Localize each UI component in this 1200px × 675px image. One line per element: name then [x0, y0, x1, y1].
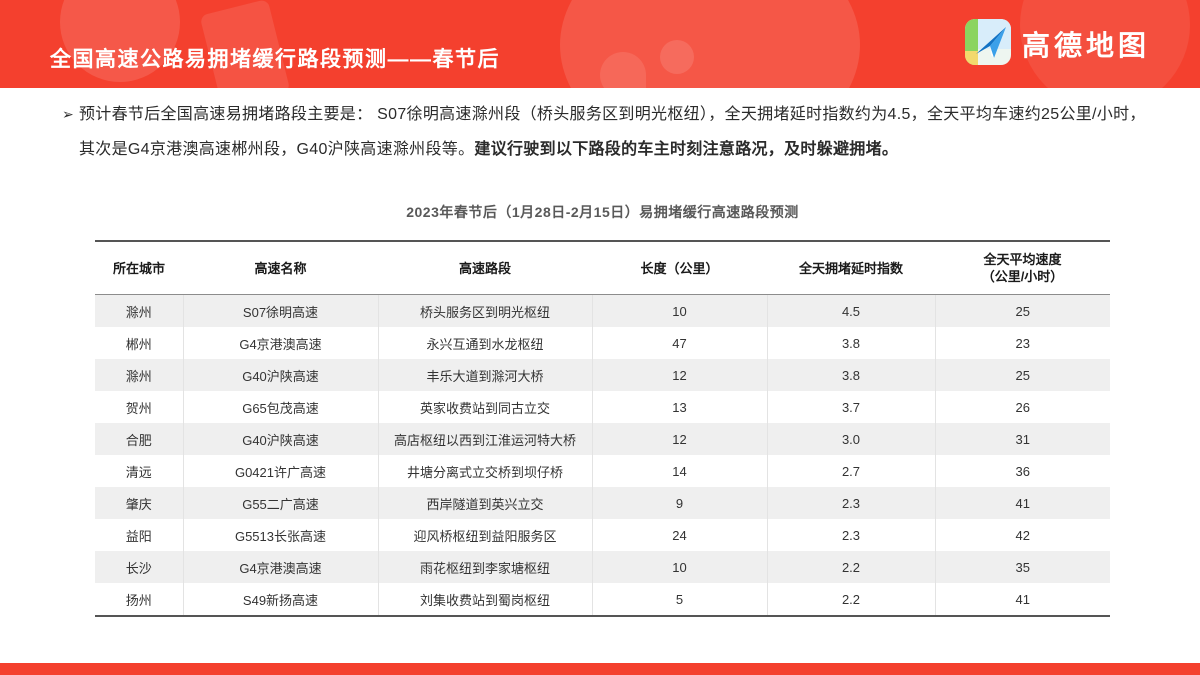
cell-road: S07徐明高速 [182, 294, 378, 327]
cell-road: G4京港澳高速 [182, 551, 378, 583]
cell-length: 5 [591, 583, 767, 616]
column-header-3: 长度（公里） [592, 241, 767, 295]
cell-length: 9 [591, 487, 767, 519]
cell-avg_speed: 42 [934, 519, 1110, 551]
cell-length: 10 [591, 294, 767, 327]
cell-delay_index: 2.3 [766, 519, 935, 551]
cell-city: 郴州 [125, 336, 152, 352]
cell-segment: 雨花枢纽到李家塘枢纽 [377, 551, 592, 583]
header-banner: 全国高速公路易拥堵缓行路段预测——春节后 [0, 0, 1200, 88]
table-row: 清远 G0421许广高速 井塘分离式立交桥到坝仔桥 14 2.7 36 [95, 455, 1110, 487]
cell-road: G40沪陕高速 [182, 359, 378, 391]
cell-length: 47 [591, 327, 767, 359]
cell-city: 长沙 [125, 560, 152, 576]
cell-avg_speed: 25 [934, 359, 1110, 391]
summary-section: ➢ 预计春节后全国高速易拥堵路段主要是： S07徐明高速滁州段（桥头服务区到明光枢… [62, 97, 1147, 167]
column-header-5: 全天平均速度 （公里/小时） [935, 241, 1110, 295]
banner-decoration [1020, 0, 1190, 88]
paper-plane-map-icon [964, 18, 1011, 70]
table-row: 贺州 G65包茂高速 英家收费站到同古立交 13 3.7 26 [95, 391, 1110, 423]
cell-delay_index: 3.7 [766, 391, 935, 423]
cell-length: 13 [591, 391, 767, 423]
cell-delay_index: 3.8 [766, 327, 935, 359]
table-row: 扬州 S49新扬高速 刘集收费站到蜀岗枢纽 5 2.2 41 [95, 583, 1110, 616]
amap-logo-text: 高德地图 [1021, 30, 1150, 61]
cell-city: 清远 [125, 464, 152, 480]
table-row: 滁州 S07徐明高速 桥头服务区到明光枢纽 10 4.5 25 [95, 294, 1110, 327]
page-title: 全国高速公路易拥堵缓行路段预测——春节后 [50, 48, 500, 72]
cell-road: G4京港澳高速 [182, 327, 378, 359]
cell-city: 贺州 [125, 400, 152, 416]
cell-road: G40沪陕高速 [182, 423, 378, 455]
cell-avg_speed: 31 [934, 423, 1110, 455]
table-title: 2023年春节后（1月28日-2月15日）易拥堵缓行高速路段预测 [406, 204, 799, 220]
table-row: 滁州 G40沪陕高速 丰乐大道到滁河大桥 12 3.8 25 [95, 359, 1110, 391]
cell-avg_speed: 26 [934, 391, 1110, 423]
cell-segment: 高店枢纽以西到江淮运河特大桥 [377, 423, 592, 455]
cell-avg_speed: 25 [934, 294, 1110, 327]
column-header-4: 全天拥堵延时指数 [767, 241, 935, 295]
summary-text-emphasis: 建议行驶到以下路段的车主时刻注意路况，及时躲避拥堵。 [474, 141, 899, 158]
table-body: 滁州 S07徐明高速 桥头服务区到明光枢纽 10 4.5 25 郴州 G4京港澳高速 永兴互通到… [95, 294, 1110, 616]
cell-avg_speed: 23 [934, 327, 1110, 359]
cell-segment: 丰乐大道到滁河大桥 [377, 359, 592, 391]
cell-avg_speed: 35 [934, 551, 1110, 583]
cell-delay_index: 2.2 [766, 583, 935, 616]
cell-delay_index: 3.8 [766, 359, 935, 391]
cell-segment: 桥头服务区到明光枢纽 [377, 294, 592, 327]
cell-delay_index: 2.7 [766, 455, 935, 487]
cell-delay_index: 2.3 [766, 487, 935, 519]
flower-decoration [660, 40, 694, 74]
cell-road: S49新扬高速 [182, 583, 378, 616]
cell-city: 滁州 [125, 368, 152, 384]
cell-road: G5513长张高速 [182, 519, 378, 551]
cell-avg_speed: 36 [934, 455, 1110, 487]
cell-segment: 迎风桥枢纽到益阳服务区 [377, 519, 592, 551]
amap-logo: 高德地图 [964, 0, 1150, 88]
cell-city: 益阳 [125, 528, 152, 544]
table-row: 肇庆 G55二广高速 西岸隧道到英兴立交 9 2.3 41 [95, 487, 1110, 519]
cell-road: G0421许广高速 [182, 455, 378, 487]
table-row: 合肥 G40沪陕高速 高店枢纽以西到江淮运河特大桥 12 3.0 31 [95, 423, 1110, 455]
cell-length: 14 [591, 455, 767, 487]
cell-delay_index: 4.5 [766, 294, 935, 327]
footer-bar [0, 663, 1200, 675]
forecast-table: 所在城市 高速名称 高速路段 长度（公里） 全天拥堵延时指数 全天平均速度 （公里/小时）… [95, 240, 1110, 617]
arrow-bullet-icon: ➢ [62, 106, 75, 122]
column-header-1: 高速名称 [183, 241, 378, 295]
cell-segment: 刘集收费站到蜀岗枢纽 [377, 583, 592, 616]
summary-text: 预计春节后全国高速易拥堵路段主要是： S07徐明高速滁州段（桥头服务区到明光枢纽… [79, 106, 1146, 158]
cell-city: 合肥 [125, 432, 152, 448]
table-row: 长沙 G4京港澳高速 雨花枢纽到李家塘枢纽 10 2.2 35 [95, 551, 1110, 583]
cell-length: 10 [591, 551, 767, 583]
cell-city: 滁州 [125, 304, 152, 320]
column-header-2: 高速路段 [378, 241, 592, 295]
table-row: 益阳 G5513长张高速 迎风桥枢纽到益阳服务区 24 2.3 42 [95, 519, 1110, 551]
cell-segment: 西岸隧道到英兴立交 [377, 487, 592, 519]
cell-length: 24 [591, 519, 767, 551]
banner-decoration [560, 0, 860, 88]
cell-length: 12 [591, 423, 767, 455]
cell-road: G55二广高速 [182, 487, 378, 519]
cell-delay_index: 3.0 [766, 423, 935, 455]
cell-road: G65包茂高速 [182, 391, 378, 423]
table-row: 郴州 G4京港澳高速 永兴互通到水龙枢纽 47 3.8 23 [95, 327, 1110, 359]
cell-length: 12 [591, 359, 767, 391]
cell-segment: 英家收费站到同古立交 [377, 391, 592, 423]
cell-city: 扬州 [125, 592, 152, 608]
table-header-row: 所在城市 高速名称 高速路段 长度（公里） 全天拥堵延时指数 全天平均速度 （公里/小时） [95, 241, 1110, 295]
column-header-0: 所在城市 [95, 241, 183, 295]
cell-avg_speed: 41 [934, 583, 1110, 616]
cell-avg_speed: 41 [934, 487, 1110, 519]
cell-city: 肇庆 [125, 496, 152, 512]
flower-decoration [600, 52, 646, 88]
cell-segment: 永兴互通到水龙枢纽 [377, 327, 592, 359]
cell-segment: 井塘分离式立交桥到坝仔桥 [377, 455, 592, 487]
cell-delay_index: 2.2 [766, 551, 935, 583]
